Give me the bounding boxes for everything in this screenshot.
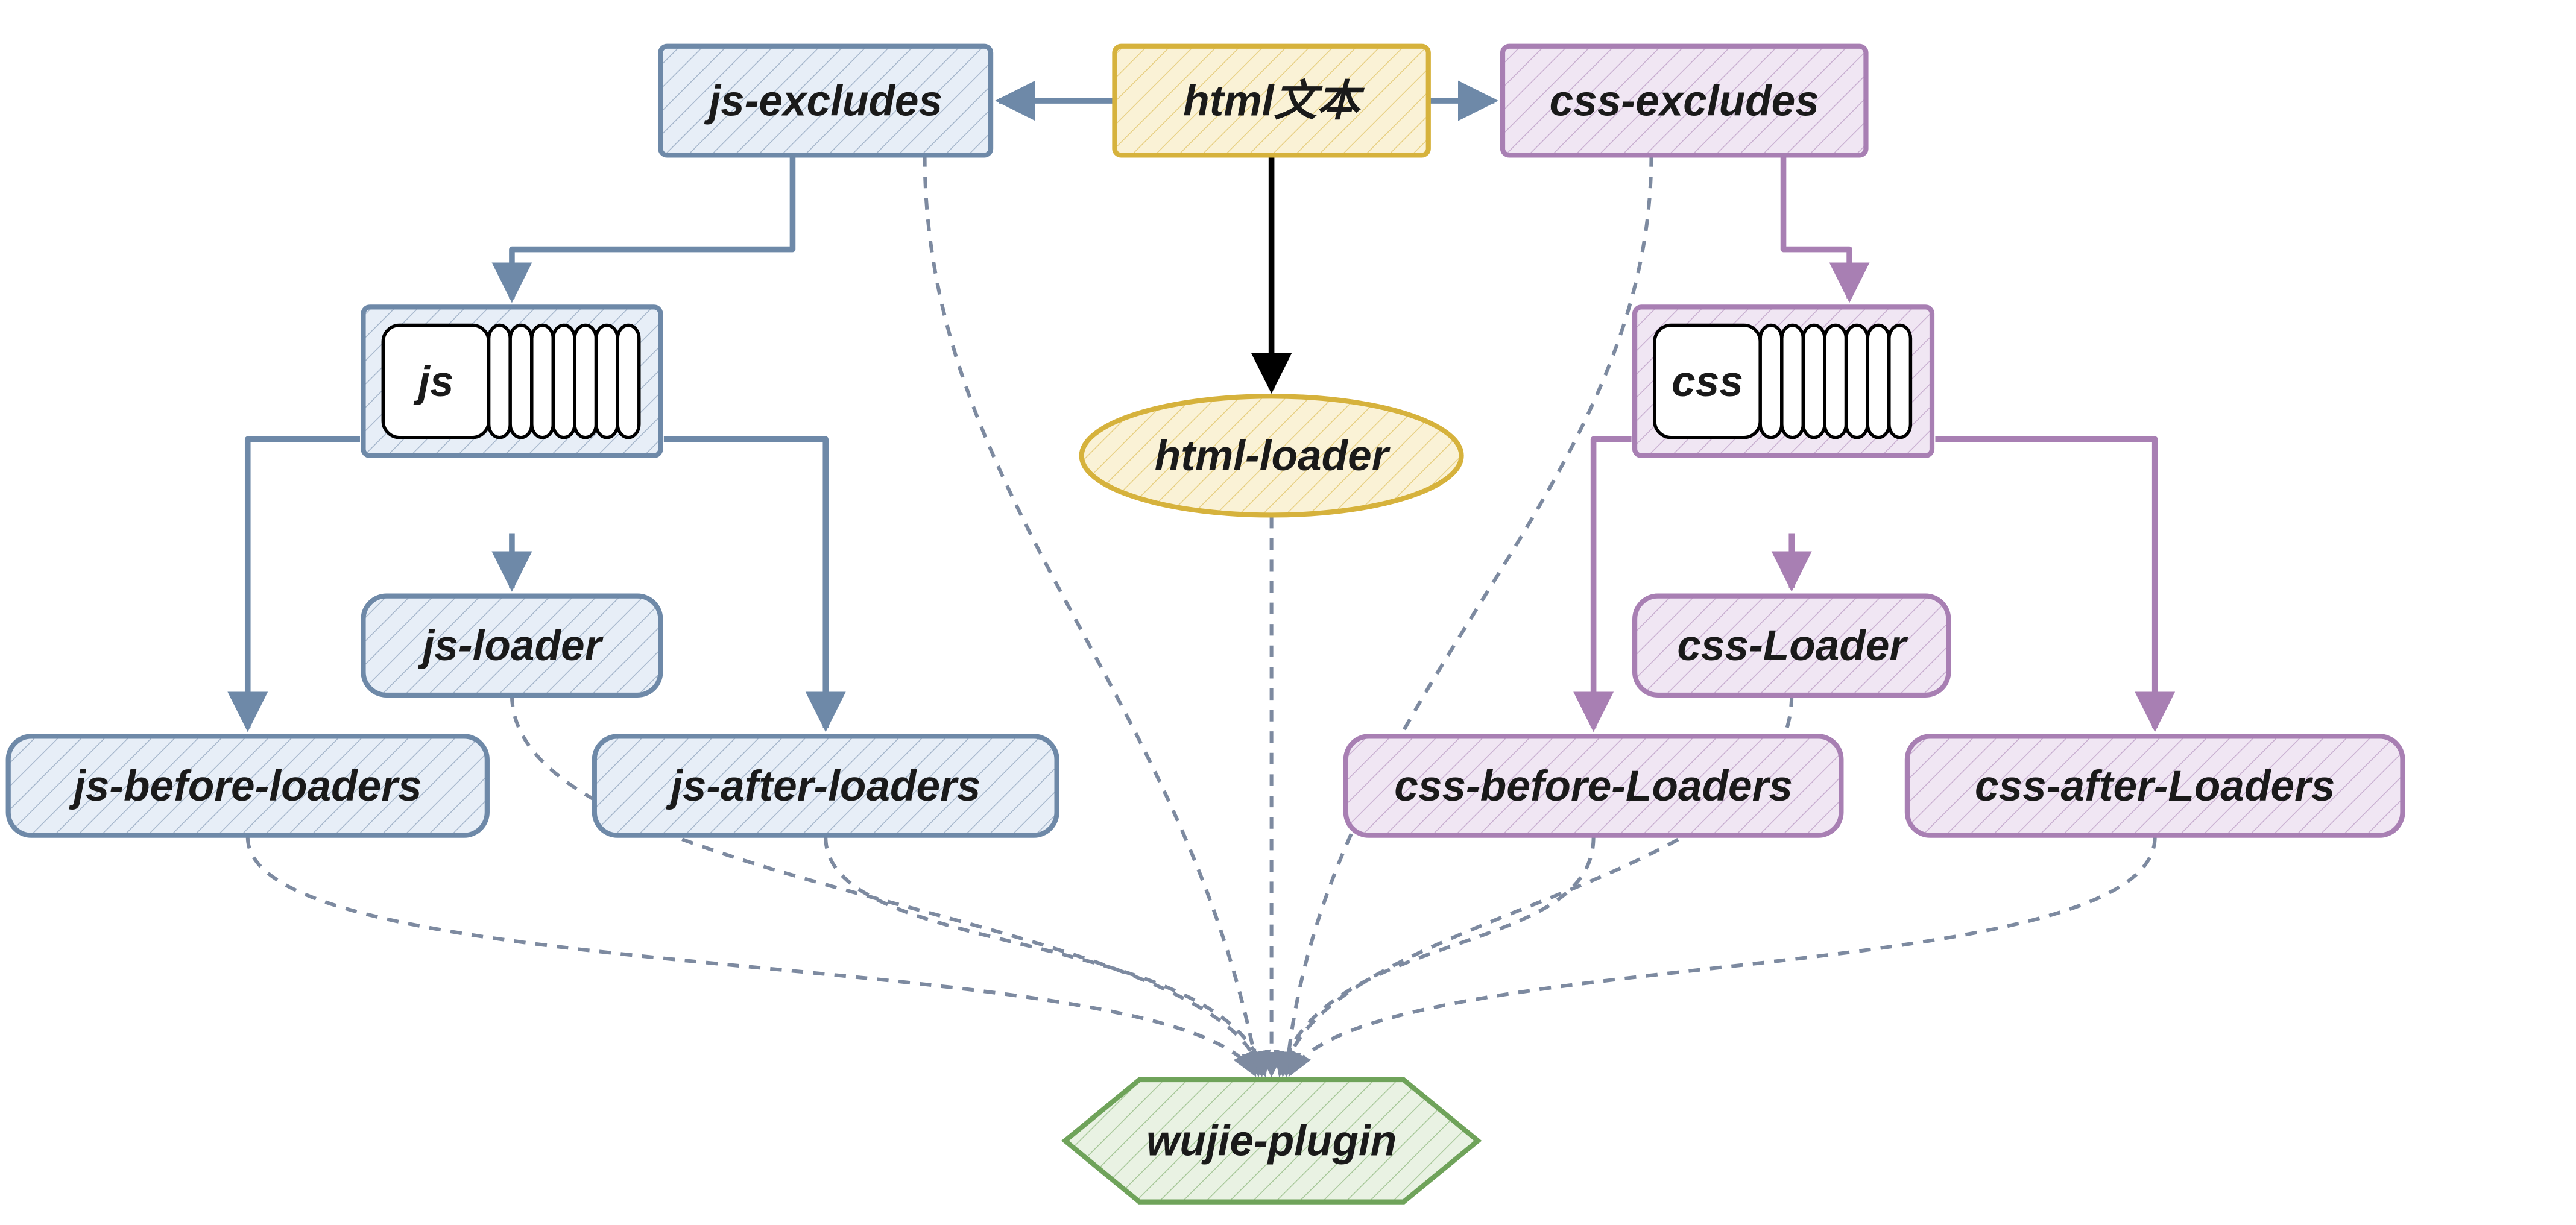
css-excludes-label: css-excludes <box>1550 77 1819 125</box>
d-jsx <box>925 155 1258 1074</box>
e-jsx-jsstack <box>512 155 793 298</box>
html-loader-label: html-loader <box>1155 432 1391 480</box>
js-after-loaders-label: js-after-loaders <box>666 763 980 810</box>
js-before-loaders: js-before-loaders <box>8 736 487 835</box>
css-before-loaders-label: css-before-Loaders <box>1394 763 1793 810</box>
e-js-after <box>664 439 826 728</box>
nodes: html文本 js-excludes css-excludes js css html-l… <box>8 46 2403 1202</box>
css-after-loaders-label: css-after-Loaders <box>1975 763 2335 810</box>
js-excludes-label: js-excludes <box>704 77 942 125</box>
css-stack-label: css <box>1672 358 1743 406</box>
wujie-plugin: wujie-plugin <box>1065 1080 1478 1202</box>
css-after-loaders: css-after-Loaders <box>1907 736 2403 835</box>
js-after-loaders: js-after-loaders <box>595 736 1057 835</box>
wujie-plugin-label: wujie-plugin <box>1146 1118 1397 1165</box>
html-text: html文本 <box>1114 46 1428 156</box>
e-js-before <box>248 439 360 728</box>
js-loader: js-loader <box>363 596 660 695</box>
js-before-loaders-label: js-before-loaders <box>69 763 422 810</box>
css-loader-label: css-Loader <box>1677 622 1908 670</box>
e-css-after <box>1935 439 2155 728</box>
css-loader: css-Loader <box>1635 596 1948 695</box>
js-loader-label: js-loader <box>418 622 604 670</box>
d-cssx <box>1286 155 1651 1074</box>
html-loader: html-loader <box>1082 396 1462 515</box>
css-before-loaders: css-before-Loaders <box>1346 736 1842 835</box>
e-cssx-cssstack <box>1784 155 1850 298</box>
diagram-root: html文本 js-excludes css-excludes js css html-l… <box>0 0 2576 1225</box>
html-text-label: html文本 <box>1183 77 1365 125</box>
css-excludes: css-excludes <box>1503 46 1866 156</box>
d-js-before <box>248 837 1255 1074</box>
css-stack: css <box>1635 307 1932 455</box>
e-css-before <box>1594 439 1632 728</box>
d-css-before <box>1280 837 1593 1074</box>
js-stack: js <box>363 307 660 455</box>
js-stack-label: js <box>413 358 453 406</box>
js-excludes: js-excludes <box>660 46 991 156</box>
